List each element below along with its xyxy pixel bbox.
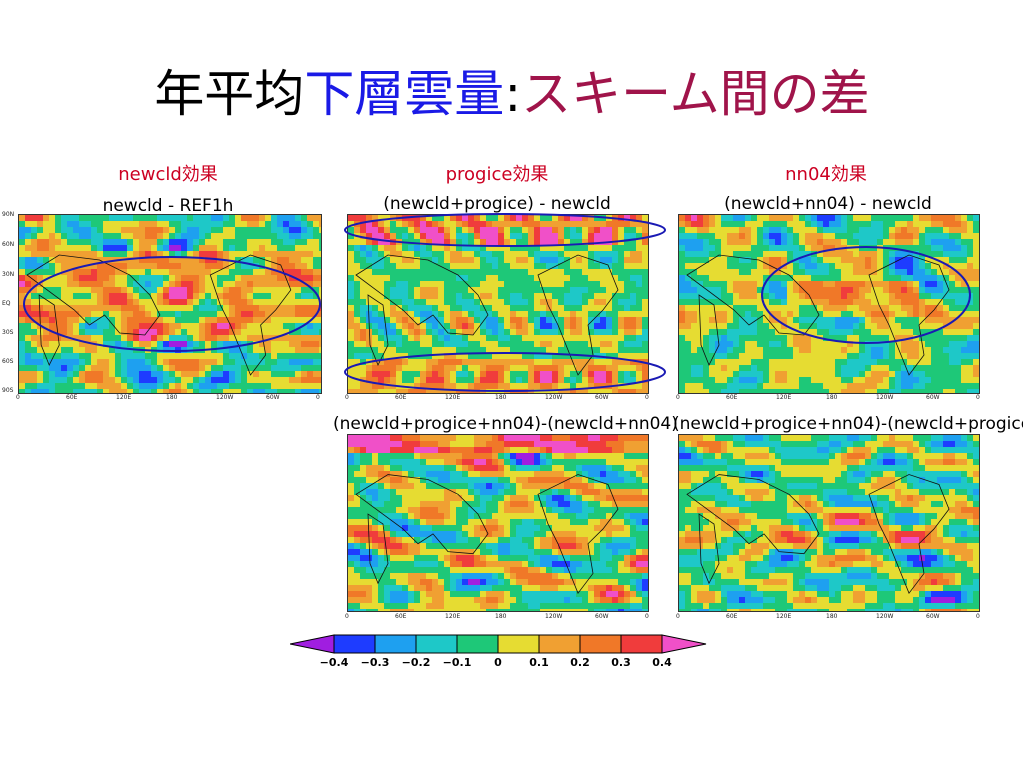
colorbar-tick-label: −0.3	[360, 656, 390, 669]
panel-title-1: newcld - REF1h	[102, 196, 234, 216]
colorbar-segment	[620, 634, 663, 654]
colorbar-tick-label: 0.3	[611, 656, 631, 669]
lat-label: 90N	[2, 211, 15, 218]
lon-label: 120E	[116, 394, 132, 401]
panel-title-2: (newcld+progice) - newcld	[383, 194, 611, 214]
colorbar-left-arrow	[290, 634, 335, 654]
lon-label: 0	[16, 394, 20, 401]
colorbar-segment	[497, 634, 540, 654]
lon-label: 0	[316, 394, 320, 401]
lon-label: 60W	[926, 394, 940, 401]
colorbar-segment	[374, 634, 417, 654]
panel-title-5: (newcld+progice+nn04)-(newcld+progice)	[673, 414, 1023, 434]
colorbar-tick-label: 0.4	[652, 656, 672, 669]
colorbar	[290, 634, 707, 654]
title-part-low-cloud: 下層雲量	[304, 65, 505, 123]
lon-label: 60E	[726, 394, 738, 401]
lon-label: 60W	[595, 613, 609, 620]
lat-label: EQ	[2, 300, 11, 307]
lon-label: 0	[676, 613, 680, 620]
panel-title-4: (newcld+progice+nn04)-(newcld+nn04)	[333, 414, 678, 434]
highlight-ellipse-antarctic-2	[344, 352, 666, 392]
lat-label: 60N	[2, 241, 15, 248]
title-part-annual-mean: 年平均	[154, 65, 305, 123]
lat-label: 30N	[2, 271, 15, 278]
lon-label: 120W	[545, 613, 563, 620]
effect-label-progice: progice効果	[445, 164, 549, 185]
panel-title-3: (newcld+nn04) - newcld	[724, 194, 932, 214]
lon-label: 60E	[395, 394, 407, 401]
lon-label: 180	[826, 613, 838, 620]
colorbar-tick-label: −0.1	[442, 656, 472, 669]
effect-label-newcld: newcld効果	[118, 164, 218, 185]
lon-label: 180	[166, 394, 178, 401]
colorbar-segment	[415, 634, 458, 654]
colorbar-tick-label: 0.2	[570, 656, 590, 669]
lon-label: 60E	[726, 613, 738, 620]
colorbar-right-arrow	[661, 634, 707, 654]
lon-label: 120E	[776, 613, 792, 620]
lon-label: 120E	[445, 613, 461, 620]
lon-label: 180	[495, 613, 507, 620]
lon-label: 0	[976, 394, 980, 401]
colorbar-segment	[456, 634, 499, 654]
colorbar-segment	[579, 634, 622, 654]
lon-label: 180	[826, 394, 838, 401]
lat-label: 90S	[2, 387, 14, 394]
lon-label: 0	[345, 613, 349, 620]
effect-label-nn04: nn04効果	[785, 164, 867, 185]
lon-label: 0	[645, 394, 649, 401]
highlight-ellipse-arctic-2	[344, 213, 666, 247]
colorbar-tick-label: 0.1	[529, 656, 549, 669]
colorbar-tick-label: −0.2	[401, 656, 431, 669]
map5-field	[679, 435, 979, 611]
map-nn04-progice	[678, 434, 980, 612]
highlight-ellipse-tropics-1	[23, 256, 321, 352]
lat-label: 60S	[2, 358, 14, 365]
lon-label: 120E	[776, 394, 792, 401]
title-colon: :	[504, 65, 522, 123]
lon-label: 0	[345, 394, 349, 401]
lon-label: 120W	[876, 613, 894, 620]
lon-label: 0	[676, 394, 680, 401]
lon-label: 120E	[445, 394, 461, 401]
lon-label: 60W	[266, 394, 280, 401]
colorbar-tick-label: 0	[494, 656, 502, 669]
lon-label: 0	[645, 613, 649, 620]
lon-label: 60W	[595, 394, 609, 401]
lat-label: 30S	[2, 329, 14, 336]
lon-label: 60E	[66, 394, 78, 401]
map2-field	[348, 215, 648, 393]
lon-label: 60W	[926, 613, 940, 620]
colorbar-segment	[333, 634, 376, 654]
lon-label: 0	[976, 613, 980, 620]
title-part-scheme-diff: スキーム間の差	[521, 65, 870, 123]
slide-title: 年平均下層雲量:スキーム間の差	[0, 62, 1024, 126]
lon-label: 180	[495, 394, 507, 401]
lon-label: 120W	[876, 394, 894, 401]
lon-label: 120W	[216, 394, 234, 401]
map4-field	[348, 435, 648, 611]
colorbar-tick-label: −0.4	[319, 656, 349, 669]
lon-label: 60E	[395, 613, 407, 620]
map-progice-nn04	[347, 434, 649, 612]
highlight-ellipse-pacific-3	[761, 246, 971, 344]
map-progice-newcld	[347, 214, 649, 394]
colorbar-segment	[538, 634, 581, 654]
lon-label: 120W	[545, 394, 563, 401]
